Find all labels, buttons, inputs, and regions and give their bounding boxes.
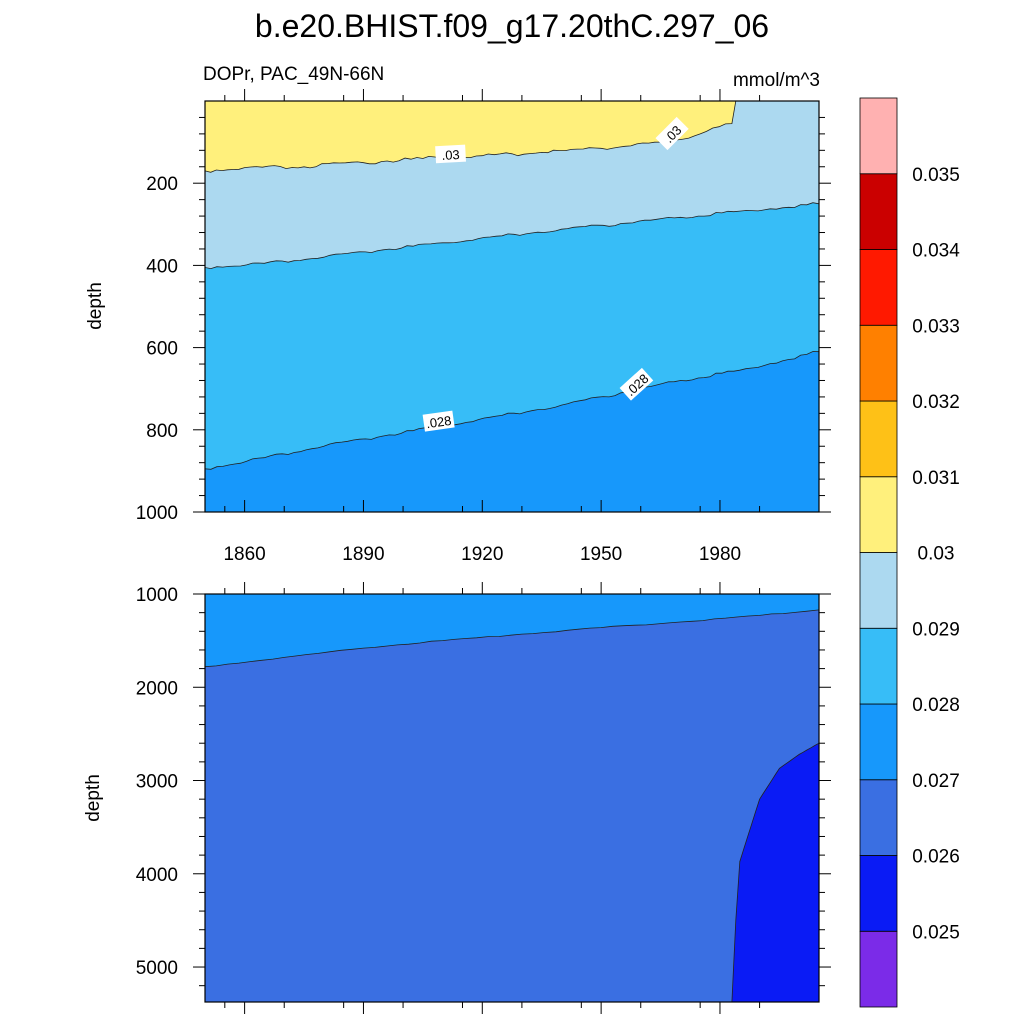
x-tick-label: 1950 (580, 544, 622, 565)
x-tick-label: 1920 (461, 544, 503, 565)
colorbar-swatch (859, 703, 898, 781)
contour-line-0.028 (205, 351, 819, 470)
contour-label-bg (655, 116, 689, 151)
colorbar-label: 0.035 (912, 165, 960, 186)
contour-label-text: .028 (425, 413, 452, 431)
colorbar-label: 0.027 (912, 771, 960, 792)
contour-line-0.027 (205, 609, 819, 668)
y-tick-label: 200 (146, 174, 178, 195)
y-tick-label: 400 (146, 256, 178, 277)
x-tick-label: 1890 (342, 544, 384, 565)
colorbar-label: 0.03 (918, 544, 955, 565)
top-panel: .03.03.028.028 1860 1890 1920 1950 198020040… (85, 89, 831, 565)
colorbar-swatch (859, 930, 898, 1008)
colorbar-swatch (859, 249, 898, 326)
colorbar-swatch (859, 627, 898, 705)
fill-band-0.027-0.028 (205, 351, 819, 512)
bottom-plot-frame (204, 593, 820, 1003)
contour-label-bg (422, 410, 455, 432)
x-tick-label: 1980 (699, 544, 741, 565)
fill-band-0.03-0.031 (205, 101, 736, 173)
colorbar-label: 0.033 (912, 316, 960, 337)
colorbar-swatch (859, 855, 898, 932)
contour-line-0.03 (205, 101, 737, 173)
contour-label: .028 (422, 410, 455, 432)
contour-line-0.029 (205, 202, 819, 270)
chart-title: b.e20.BHIST.f09_g17.20thC.297_06 (255, 8, 769, 44)
colorbar-label: 0.031 (912, 468, 960, 489)
x-tick-label: 1860 (223, 544, 265, 565)
bottom-y-axis-label: depth (83, 774, 104, 822)
contour-line-0.026 (731, 742, 819, 1002)
contour-label-bg (619, 367, 654, 401)
y-tick-label: 1000 (136, 503, 178, 524)
top-y-axis-label: depth (85, 282, 106, 330)
colorbar-label: 0.028 (912, 695, 960, 716)
variable-label: DOPr, PAC_49N-66N (203, 64, 384, 85)
colorbar: 0.025 0.026 0.027 0.028 0.029 0.03 0.031 0.032 0… (859, 97, 960, 1008)
y-tick-label: 600 (146, 339, 178, 360)
colorbar-swatch (859, 400, 898, 478)
top-plot-frame (204, 100, 820, 513)
contour-label: .03 (435, 144, 466, 164)
colorbar-swatch (859, 476, 898, 553)
colorbar-label: 0.025 (912, 922, 960, 943)
colorbar-swatch (859, 324, 898, 402)
y-tick-label: 4000 (136, 865, 178, 886)
colorbar-label: 0.034 (912, 241, 960, 262)
contour-label-text: .03 (441, 147, 460, 163)
colorbar-label: 0.032 (912, 392, 960, 413)
units-label: mmol/m^3 (733, 70, 820, 91)
y-tick-label: 800 (146, 421, 178, 442)
colorbar-swatch (859, 97, 898, 175)
fill-band-0.025-0.026 (731, 743, 819, 1002)
fill-band-0.026-0.027 (205, 609, 819, 1002)
y-tick-label: 1000 (136, 585, 178, 606)
y-tick-label: 2000 (136, 678, 178, 699)
colorbar-swatch (859, 552, 898, 629)
y-tick-label: 3000 (136, 772, 178, 793)
colorbar-label: 0.026 (912, 847, 960, 868)
bottom-panel: 1000 2000 3000 4000 5000 depth (83, 582, 831, 1014)
colorbar-label: 0.029 (912, 619, 960, 640)
colorbar-swatch (859, 173, 898, 250)
y-tick-label: 5000 (136, 958, 178, 979)
colorbar-swatch (859, 779, 898, 856)
contour-label-bg (435, 144, 466, 164)
